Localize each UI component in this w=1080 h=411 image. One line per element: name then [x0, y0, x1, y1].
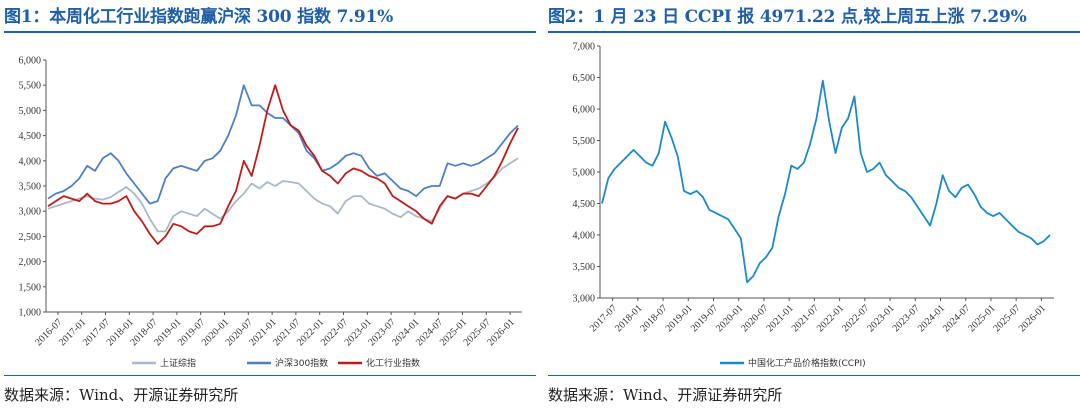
legend-label: 沪深300指数 [275, 357, 328, 369]
x-tick-label: 2026-01 [1017, 303, 1048, 334]
y-tick-label: 4,500 [573, 199, 596, 210]
y-tick-label: 3,500 [573, 262, 596, 273]
series-line [47, 84, 519, 245]
x-tick-label: 2024-07 [941, 303, 972, 334]
y-tick-label: 5,500 [19, 81, 42, 92]
y-tick-label: 2,500 [19, 232, 42, 243]
x-tick-label: 2021-01 [764, 303, 795, 334]
figure-2-panel: 图2：1 月 23 日 CCPI 报 4971.22 点,较上周五上涨 7.29… [548, 0, 1080, 411]
figure-1-source: 数据来源：Wind、开源证券研究所 [4, 386, 239, 404]
x-tick-label: 2020-01 [714, 303, 745, 334]
x-tick-label: 2019-07 [689, 303, 720, 334]
series-line [601, 79, 1051, 284]
x-tick-label: 2021-07 [790, 303, 821, 334]
y-tick-label: 6,000 [19, 56, 42, 67]
x-tick-label: 2025-07 [991, 303, 1022, 334]
y-tick-label: 4,000 [19, 156, 42, 167]
figure-2-top-rule [548, 31, 1080, 33]
y-tick-label: 3,500 [19, 182, 42, 193]
figure-1-top-rule [4, 31, 536, 33]
y-tick-label: 3,000 [19, 207, 42, 218]
y-tick-label: 6,000 [573, 105, 596, 116]
x-tick-label: 2026-01 [485, 317, 516, 348]
figure-1-bottom-rule [4, 375, 536, 376]
y-tick-label: 1,000 [19, 308, 42, 319]
y-tick-label: 4,500 [19, 131, 42, 142]
legend-label: 化工行业指数 [366, 357, 420, 369]
y-tick-label: 3,000 [573, 294, 596, 305]
x-tick-label: 2022-01 [815, 303, 846, 334]
figure-1-chart: 1,000 1,500 2,000 2,500 3,000 3,500 4,000 4,500… [19, 56, 522, 369]
figure-2-bottom-rule [548, 375, 1080, 376]
x-tick-label: 2019-01 [664, 303, 695, 334]
figure-2-source: 数据来源：Wind、开源证券研究所 [548, 386, 783, 404]
x-tick-label: 2025-01 [966, 303, 997, 334]
y-tick-label: 4,000 [573, 231, 596, 242]
series-line [47, 157, 519, 233]
figure-1-panel: 图1：本周化工行业指数跑赢沪深 300 指数 7.91% 1,000 1,500 2… [4, 0, 536, 411]
legend-label: 上证综指 [160, 357, 196, 369]
x-tick-label: 2023-07 [891, 303, 922, 334]
y-tick-label: 5,500 [573, 136, 596, 147]
x-tick-label: 2024-01 [916, 303, 947, 334]
x-tick-label: 2018-07 [638, 303, 669, 334]
figure-2-title: 图2：1 月 23 日 CCPI 报 4971.22 点,较上周五上涨 7.29… [548, 7, 1027, 27]
y-tick-label: 5,000 [19, 106, 42, 117]
x-tick-label: 2020-07 [739, 303, 770, 334]
legend-label: 中国化工产品价格指数(CCPI) [748, 357, 866, 369]
y-tick-label: 6,500 [573, 73, 596, 84]
x-tick-label: 2017-07 [588, 303, 619, 334]
y-tick-label: 1,500 [19, 282, 42, 293]
x-tick-label: 2023-01 [865, 303, 896, 334]
x-tick-label: 2018-01 [613, 303, 644, 334]
y-tick-label: 2,000 [19, 257, 42, 268]
series-line [47, 84, 519, 205]
y-tick-label: 7,000 [573, 42, 596, 53]
figure-2-chart: 3,000 3,500 4,000 4,500 5,000 5,500 6,000 6,500… [573, 42, 1054, 369]
x-tick-label: 2022-07 [840, 303, 871, 334]
figure-1-title: 图1：本周化工行业指数跑赢沪深 300 指数 7.91% [4, 7, 394, 27]
y-tick-label: 5,000 [573, 168, 596, 179]
